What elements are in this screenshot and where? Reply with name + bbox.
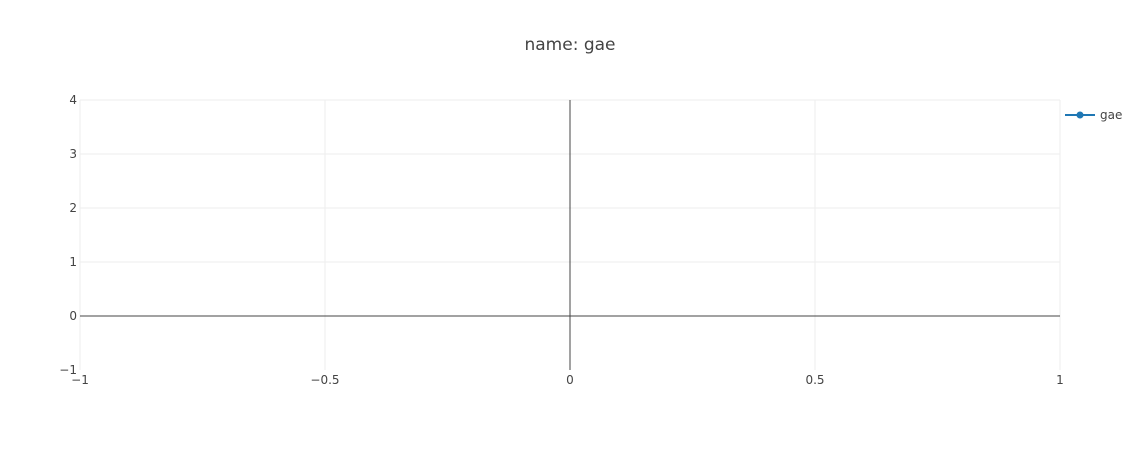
y-tick-label: 2 [69, 201, 77, 215]
chart-title: name: gae [524, 35, 615, 55]
x-tick-label: 1 [1056, 373, 1064, 387]
y-axis-ticks: −1 0 1 2 3 4 [59, 93, 77, 377]
x-tick-label: −1 [71, 373, 89, 387]
legend-label: gae [1100, 108, 1122, 122]
y-tick-label: 3 [69, 147, 77, 161]
y-tick-label: 1 [69, 255, 77, 269]
y-tick-label: −1 [59, 363, 77, 377]
legend-marker-swatch [1076, 111, 1084, 119]
y-tick-label: 0 [69, 309, 77, 323]
y-tick-label: 4 [69, 93, 77, 107]
x-tick-label: −0.5 [310, 373, 339, 387]
legend[interactable]: gae [1065, 108, 1122, 122]
zero-lines [80, 100, 1060, 370]
x-axis-ticks: −1 −0.5 0 0.5 1 [71, 373, 1064, 387]
x-tick-label: 0.5 [805, 373, 824, 387]
x-tick-label: 0 [566, 373, 574, 387]
legend-item[interactable]: gae [1065, 108, 1122, 122]
